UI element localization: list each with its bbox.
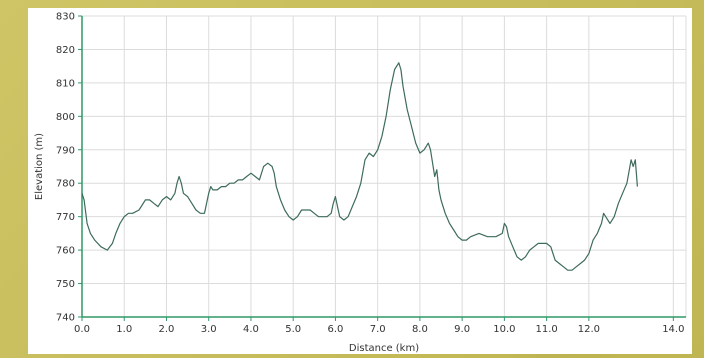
x-tick-label: 11.0 — [535, 324, 557, 335]
y-tick-label: 750 — [56, 279, 75, 290]
grid — [81, 15, 687, 318]
x-axis-title: Distance (km) — [349, 343, 419, 354]
axes — [78, 15, 686, 321]
y-tick-label: 760 — [56, 246, 75, 257]
x-tick-label: 12.0 — [578, 324, 600, 335]
x-tick-label: 0.0 — [74, 324, 90, 335]
x-tick-label: 6.0 — [327, 324, 343, 335]
x-tick-label: 9.0 — [454, 324, 470, 335]
y-tick-label: 770 — [56, 212, 75, 223]
series-layer — [81, 62, 638, 271]
y-axis-title: Elevation (m) — [34, 133, 45, 200]
x-tick-label: 14.0 — [662, 324, 684, 335]
x-tick-label: 7.0 — [370, 324, 386, 335]
elevation-chart: 0.0 1.0 2.0 3.0 4.0 5.0 6.0 7.0 8.0 9.0 10.0 11.0 12… — [34, 12, 687, 354]
x-tick-labels: 0.0 1.0 2.0 3.0 4.0 5.0 6.0 7.0 8.0 9.0 10.0 11.0 12… — [74, 324, 684, 335]
x-tick-label: 8.0 — [412, 324, 428, 335]
y-tick-label: 800 — [56, 112, 75, 123]
x-tick-label: 5.0 — [285, 324, 301, 335]
y-tick-label: 810 — [56, 78, 75, 89]
y-tick-label: 790 — [56, 145, 75, 156]
chart-panel: 0.0 1.0 2.0 3.0 4.0 5.0 6.0 7.0 8.0 9.0 10.0 11.0 12… — [28, 8, 692, 354]
y-tick-label: 830 — [56, 12, 75, 23]
y-tick-label: 740 — [56, 313, 75, 324]
x-tick-label: 4.0 — [243, 324, 259, 335]
x-tick-label: 1.0 — [116, 324, 132, 335]
series-line — [81, 62, 638, 271]
y-tick-labels: 740 750 760 770 780 790 800 810 820 830 — [56, 12, 75, 324]
x-tick-label: 10.0 — [493, 324, 515, 335]
y-tick-label: 820 — [56, 45, 75, 56]
x-tick-label: 3.0 — [201, 324, 217, 335]
y-tick-label: 780 — [56, 179, 75, 190]
x-tick-label: 2.0 — [159, 324, 175, 335]
